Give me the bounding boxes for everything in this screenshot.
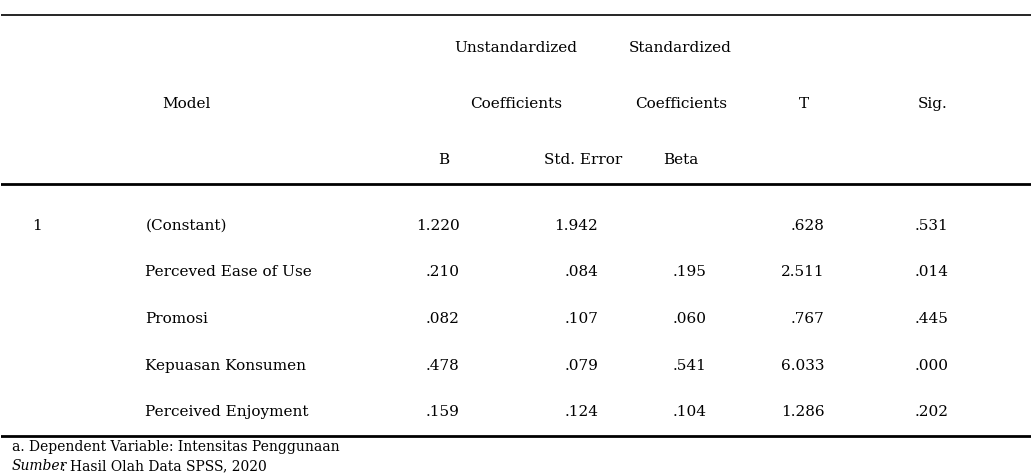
Text: Sig.: Sig.: [917, 97, 947, 111]
Text: 1.942: 1.942: [554, 218, 599, 233]
Text: .000: .000: [914, 359, 948, 373]
Text: .767: .767: [791, 312, 825, 326]
Text: Sumber: Sumber: [11, 459, 67, 473]
Text: Coefficients: Coefficients: [470, 97, 562, 111]
Text: .104: .104: [673, 405, 707, 419]
Text: Perceived Enjoyment: Perceived Enjoyment: [146, 405, 309, 419]
Text: Kepuasan Konsumen: Kepuasan Konsumen: [146, 359, 307, 373]
Text: Unstandardized: Unstandardized: [454, 41, 578, 55]
Text: B: B: [439, 153, 450, 167]
Text: .084: .084: [565, 265, 599, 279]
Text: a. Dependent Variable: Intensitas Penggunaan: a. Dependent Variable: Intensitas Penggu…: [11, 440, 340, 455]
Text: : Hasil Olah Data SPSS, 2020: : Hasil Olah Data SPSS, 2020: [61, 459, 267, 473]
Text: Coefficients: Coefficients: [635, 97, 727, 111]
Text: .014: .014: [914, 265, 948, 279]
Text: .202: .202: [914, 405, 948, 419]
Text: Perceved Ease of Use: Perceved Ease of Use: [146, 265, 313, 279]
Text: T: T: [799, 97, 809, 111]
Text: .541: .541: [673, 359, 707, 373]
Text: .107: .107: [565, 312, 599, 326]
Text: 6.033: 6.033: [781, 359, 825, 373]
Text: .195: .195: [673, 265, 707, 279]
Text: .210: .210: [425, 265, 459, 279]
Text: .445: .445: [914, 312, 948, 326]
Text: Std. Error: Std. Error: [544, 153, 622, 167]
Text: Standardized: Standardized: [630, 41, 732, 55]
Text: .478: .478: [425, 359, 459, 373]
Text: .079: .079: [565, 359, 599, 373]
Text: 1.286: 1.286: [781, 405, 825, 419]
Text: 1.220: 1.220: [416, 218, 459, 233]
Text: .124: .124: [565, 405, 599, 419]
Text: Model: Model: [162, 97, 211, 111]
Text: .628: .628: [791, 218, 825, 233]
Text: (Constant): (Constant): [146, 218, 227, 233]
Text: .060: .060: [673, 312, 707, 326]
Text: .159: .159: [425, 405, 459, 419]
Text: .082: .082: [425, 312, 459, 326]
Text: Promosi: Promosi: [146, 312, 208, 326]
Text: .531: .531: [914, 218, 948, 233]
Text: Beta: Beta: [663, 153, 699, 167]
Text: 2.511: 2.511: [781, 265, 825, 279]
Text: 1: 1: [32, 218, 42, 233]
